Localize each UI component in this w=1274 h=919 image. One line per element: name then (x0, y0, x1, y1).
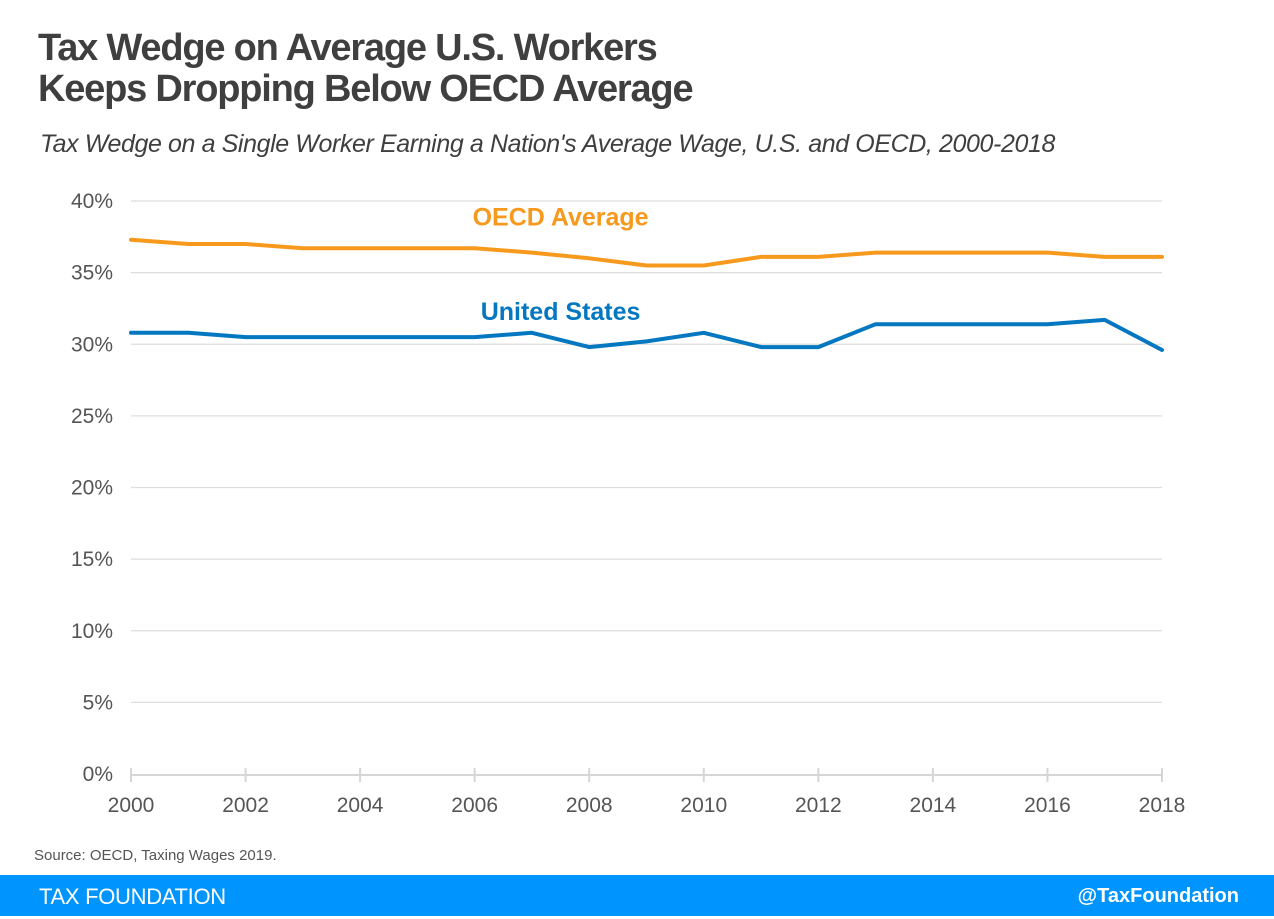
series-lines (129, 237, 1164, 352)
y-tick-label: 35% (71, 262, 113, 285)
y-tick-label: 20% (71, 477, 113, 500)
series-line-united-states (129, 317, 1164, 352)
x-tick-label: 2010 (680, 794, 727, 817)
chart-title-line-1: Tax Wedge on Average U.S. Workers (38, 27, 658, 69)
x-tick-label: 2008 (566, 794, 613, 817)
y-tick-label: 10% (71, 620, 113, 643)
chart-title-line-2: Keeps Dropping Below OECD Average (38, 68, 694, 110)
series-line-oecd-average (129, 237, 1164, 268)
source-note: Source: OECD, Taxing Wages 2019. (34, 847, 277, 864)
x-tick-label: 2004 (337, 794, 384, 817)
x-tick-label: 2002 (222, 794, 269, 817)
x-axis-tick-labels: 2000 2002 2004 2006 2008 2010 2012 2014 2016 2018 (108, 794, 1186, 817)
footer-brand: TAX FOUNDATION (39, 884, 226, 909)
footer-bar: TAX FOUNDATION @TaxFoundation (0, 875, 1274, 916)
y-tick-label: 0% (83, 763, 113, 786)
x-tick-label: 2014 (910, 794, 957, 817)
y-tick-label: 25% (71, 405, 113, 428)
chart-subtitle: Tax Wedge on a Single Worker Earning a N… (40, 130, 1055, 158)
x-tick-label: 2000 (108, 794, 155, 817)
x-tick-label: 2012 (795, 794, 842, 817)
line-chart: 0%5%10%15%20%25%30%35%40% 2000 2002 2004 20… (71, 190, 1186, 817)
series-label-oecd-average: OECD Average (473, 203, 649, 231)
y-tick-label: 30% (71, 333, 113, 356)
x-tick-label: 2016 (1024, 794, 1071, 817)
x-axis (130, 768, 1163, 782)
y-tick-label: 40% (71, 190, 113, 213)
footer-twitter-handle[interactable]: @TaxFoundation (1077, 885, 1239, 907)
x-tick-label: 2006 (451, 794, 498, 817)
y-tick-label: 15% (71, 548, 113, 571)
series-label-united-states: United States (481, 298, 641, 326)
y-tick-label: 5% (83, 691, 113, 714)
y-axis-tick-labels: 0% 5% 10% 15% 20% 25% 30% 35% 40% (71, 190, 113, 786)
series-labels: OECD Average United States (473, 203, 649, 326)
x-tick-label: 2018 (1139, 794, 1186, 817)
gridlines (131, 200, 1162, 704)
chart-title: Tax Wedge on Average U.S. Workers Keeps … (38, 27, 694, 110)
